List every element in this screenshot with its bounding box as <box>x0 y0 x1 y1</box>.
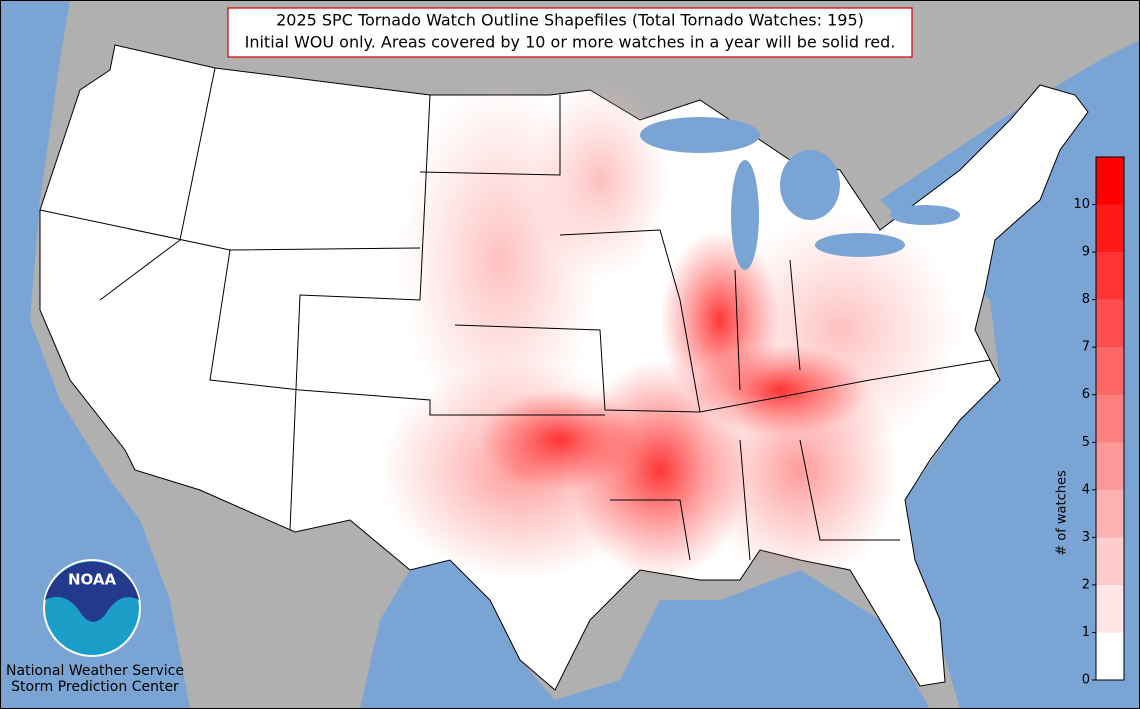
state-line <box>610 499 691 561</box>
colorbar-segment <box>1096 537 1124 585</box>
colorbar-tick-label: 2 <box>1082 577 1090 592</box>
colorbar-segment <box>1096 204 1124 253</box>
colorbar-segment <box>1096 394 1124 443</box>
subtitle: Initial WOU only. Areas covered by 10 or… <box>245 33 896 52</box>
colorbar-tick-label: 3 <box>1082 530 1090 545</box>
colorbar-tick-label: 9 <box>1082 245 1090 260</box>
colorbar-tick-label: 4 <box>1082 482 1090 497</box>
gulf-of-mexico <box>360 560 930 709</box>
colorbar-segment <box>1096 489 1124 538</box>
colorbar: 0 1 2 3 4 5 6 7 8 9 10 <box>1073 156 1125 688</box>
lake <box>640 117 760 153</box>
colorbar-segment <box>1096 347 1124 395</box>
colorbar-segment <box>1096 632 1124 680</box>
colorbar-tick-label: 8 <box>1082 292 1090 307</box>
great-lakes <box>640 117 960 270</box>
colorbar-frame <box>1095 156 1125 681</box>
lake <box>815 233 905 257</box>
state-line <box>419 95 561 176</box>
state-line <box>209 249 605 416</box>
watch-density <box>380 80 960 580</box>
state-lines <box>39 67 991 561</box>
title-box <box>227 7 913 58</box>
state-line <box>454 324 701 413</box>
pacific-ocean <box>0 0 190 709</box>
colorbar-segment <box>1096 299 1124 348</box>
colorbar-segment <box>1096 584 1124 633</box>
state-line <box>289 94 431 531</box>
colorbar-tick-label: 1 <box>1082 625 1090 640</box>
lake <box>731 160 759 270</box>
state-line <box>99 67 216 301</box>
logo-top <box>45 561 139 622</box>
colorbar-tick-label: 5 <box>1082 435 1090 450</box>
colorbar-segment <box>1096 442 1124 490</box>
state-line <box>739 439 900 561</box>
state-line <box>699 359 991 413</box>
center-name: Storm Prediction Center <box>11 679 179 695</box>
colorbar-tick-label: 6 <box>1082 387 1090 402</box>
org-name: National Weather Service <box>6 663 184 679</box>
title: 2025 SPC Tornado Watch Outline Shapefile… <box>276 11 864 30</box>
density-area <box>530 80 670 280</box>
state-line <box>559 229 701 413</box>
density-area <box>690 345 870 435</box>
lake <box>890 205 960 225</box>
state-line <box>734 259 801 391</box>
colorbar-segment <box>1096 252 1124 300</box>
noaa-logo: NOAA <box>43 559 141 657</box>
logo-text: NOAA <box>68 571 117 589</box>
colorbar-tick-label: 7 <box>1082 340 1090 355</box>
density-area <box>570 360 750 580</box>
colorbar-tick-label: 0 <box>1082 673 1090 688</box>
colorbar-label: # of watches <box>1055 470 1070 556</box>
colorbar-tick-label: 10 <box>1073 197 1090 212</box>
colorbar-segment <box>1096 157 1124 205</box>
lake <box>780 150 840 220</box>
